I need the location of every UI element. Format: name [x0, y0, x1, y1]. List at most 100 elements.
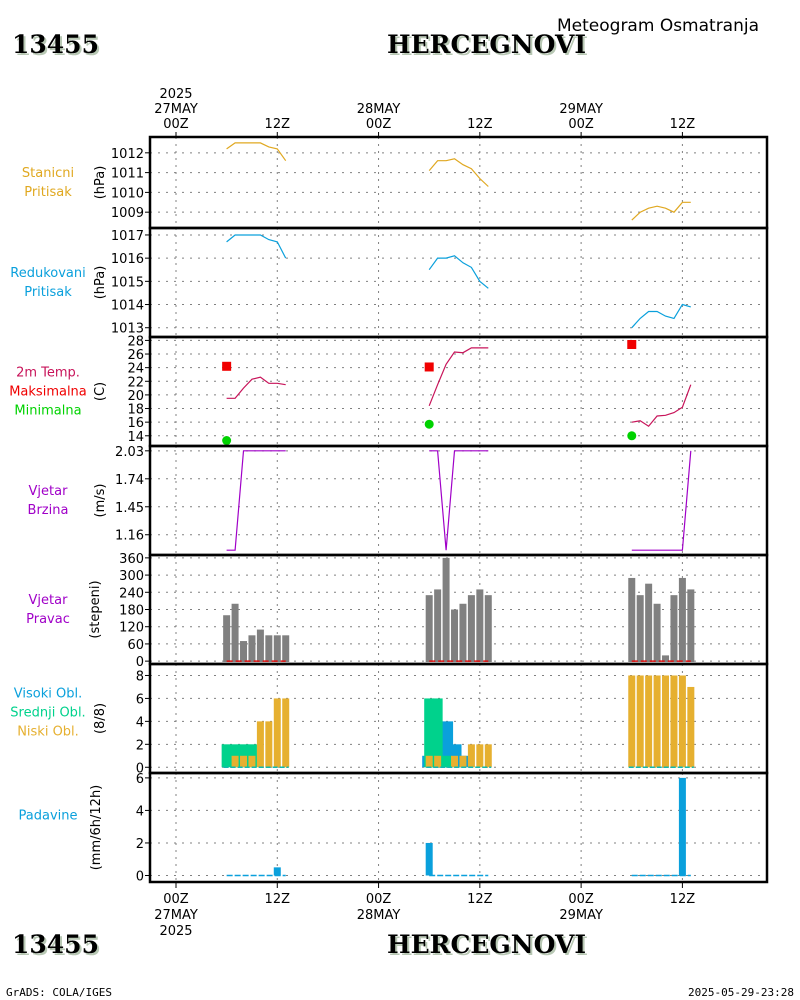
panel-label: Pritisak [24, 185, 72, 200]
y-tick-label: 1.74 [115, 473, 144, 488]
timestamp: 2025-05-29-23:28 [688, 986, 794, 999]
wind-dir-bar [248, 635, 256, 662]
series-line [631, 384, 692, 427]
cloud-bar-mid [221, 744, 232, 768]
series-line [226, 376, 286, 399]
panel-label: Pritisak [24, 285, 72, 300]
chart-subtitle: Meteogram Osmatranja [557, 16, 759, 36]
cloud-bar-low [687, 686, 695, 768]
cloud-bar-mid [424, 698, 435, 768]
y-tick-label: 1016 [111, 252, 144, 267]
panel-label: Niski Obl. [17, 725, 79, 740]
y-tick-label: 1013 [111, 322, 144, 337]
y-tick-label: 1017 [111, 229, 144, 244]
y-tick-label: 240 [119, 586, 144, 601]
panel-label: Minimalna [14, 404, 81, 419]
series-line [226, 142, 287, 162]
cloud-bar-low [425, 755, 433, 768]
wind-dir-bar [636, 595, 644, 662]
y-tick-label: 0 [136, 761, 144, 776]
wind-dir-bar [442, 557, 450, 662]
cloud-bar-low [451, 755, 459, 768]
cloud-bar-mid [441, 755, 452, 768]
top-time-label: 00Z [568, 117, 594, 132]
top-time-label: 12Z [670, 117, 696, 132]
series-line [226, 234, 287, 259]
cloud-bar-low [484, 744, 492, 768]
y-axis-label: (mm/6h/12h) [89, 785, 104, 871]
top-time-label: 2025 [159, 87, 192, 102]
wind-dir-bar [670, 595, 678, 662]
y-tick-label: 1012 [111, 147, 144, 162]
panel-label: Vjetar [29, 593, 69, 608]
header: 13455 13455 HERCEGNOVI HERCEGNOVI Meteog… [12, 16, 759, 61]
cloud-bar-low [662, 675, 670, 768]
cloud-bar-low [645, 675, 653, 768]
wind-dir-bar [425, 595, 433, 662]
y-tick-label: 14 [127, 430, 144, 445]
panel-padavine: 0 2 4 6 (mm/6h/12h) Padavine [19, 771, 769, 884]
y-tick-label: 16 [127, 416, 144, 431]
panel-frame [148, 226, 769, 339]
cloud-bar-low [459, 755, 467, 768]
cloud-bar-low [678, 675, 686, 768]
cloud-bar-mid [432, 698, 443, 768]
y-tick-label: 1.45 [115, 501, 144, 516]
wind-dir-bar [459, 603, 467, 662]
y-tick-label: 1009 [111, 206, 144, 221]
y-axis-label: (hPa) [93, 266, 108, 300]
cloud-bar-low [476, 744, 484, 768]
wind-dir-bar [653, 603, 661, 662]
bottom-time-label: 00Z [568, 892, 594, 907]
wind-dir-bar [273, 635, 281, 662]
wind-dir-bar [484, 595, 492, 662]
tmin-marker [627, 431, 637, 441]
bottom-time-label: 00Z [366, 892, 392, 907]
panel-frame [148, 335, 769, 448]
panel-label: Vjetar [29, 484, 69, 499]
panel-label: Srednji Obl. [10, 706, 85, 721]
credit-text: GrADS: COLA/IGES [6, 986, 112, 999]
cloud-bar-low [670, 675, 678, 768]
cloud-bar-low [265, 721, 273, 768]
top-time-label: 12Z [467, 117, 493, 132]
y-tick-label: 300 [119, 569, 144, 584]
wind-dir-bar [645, 583, 653, 662]
panel-label: Maksimalna [9, 385, 87, 400]
y-tick-label: 24 [127, 362, 144, 377]
y-tick-label: 2.03 [115, 445, 144, 460]
y-tick-label: 1010 [111, 186, 144, 201]
panel-oblaci: 0 2 4 6 8 (8/8) Visoki Obl. Srednji Obl. Niski O… [10, 662, 769, 776]
series-line [631, 201, 691, 221]
bottom-time-label: 12Z [670, 892, 696, 907]
panels: 1009101010111012(hPa)StanicniPritisak101… [9, 135, 769, 884]
wind-dir-bar [467, 595, 475, 662]
y-tick-label: 360 [119, 552, 144, 567]
y-tick-label: 18 [127, 403, 144, 418]
cloud-bar-low [653, 675, 661, 768]
bottom-time-label: 28MAY [357, 908, 401, 923]
precip-bar [425, 842, 433, 876]
wind-dir-bar [231, 603, 239, 662]
cloud-bar-low [434, 755, 442, 768]
bottom-time-label: 00Z [163, 892, 189, 907]
wind-dir-bar [265, 635, 273, 662]
series-line [631, 450, 692, 551]
wind-dir-bar [282, 635, 290, 662]
panel-redukovani: 1013 1014 1015 1016 1017 (hPa) Redukovani Priti… [10, 226, 769, 339]
cloud-bar-low [248, 755, 256, 768]
cloud-bar-low [256, 721, 264, 768]
bottom-time-label: 29MAY [559, 908, 603, 923]
wind-dir-bar [240, 641, 248, 662]
wind-dir-bar [662, 655, 670, 662]
series-line [428, 347, 489, 407]
footer-station-id: 13455 [12, 930, 99, 959]
panel-frame [148, 135, 769, 230]
tmin-marker [424, 419, 434, 429]
cloud-bar-low [636, 675, 644, 768]
cloud-bar-low [231, 755, 239, 768]
y-axis-label: (hPa) [93, 166, 108, 200]
y-tick-label: 1014 [111, 299, 144, 314]
y-tick-label: 28 [127, 334, 144, 349]
y-tick-label: 0 [136, 655, 144, 670]
